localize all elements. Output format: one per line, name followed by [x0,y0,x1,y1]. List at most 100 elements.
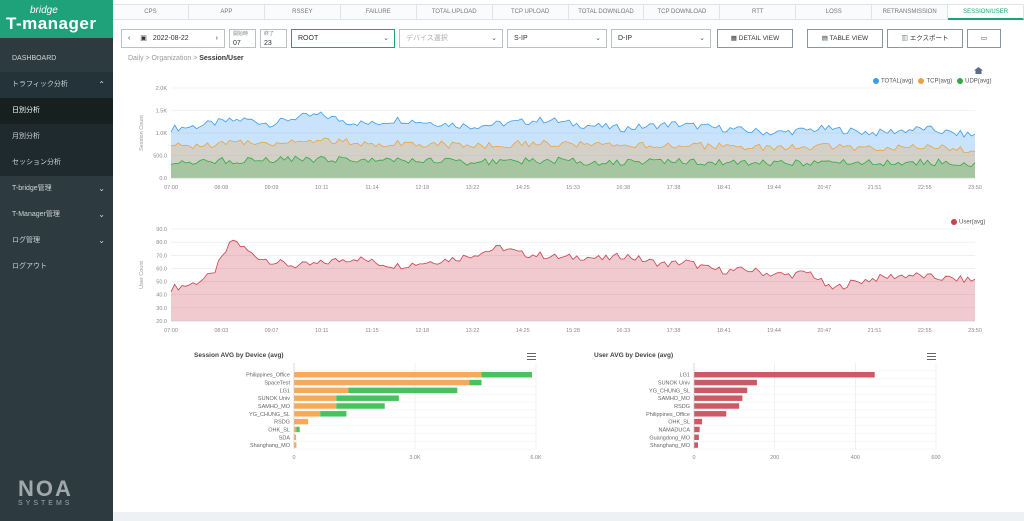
tab-loss[interactable]: LOSS [796,4,873,20]
sidebar-item-logout[interactable]: ログアウト [0,254,113,280]
data-point [665,264,666,265]
sidebar-item-session[interactable]: セッション分析 [0,150,113,176]
app-logo[interactable]: bridge T-manager [0,0,113,38]
bar[interactable] [694,411,727,417]
data-point [497,144,498,145]
bar[interactable] [294,426,297,433]
bar[interactable] [694,371,875,378]
table-view-button[interactable]: ▤ TABLE VIEW [807,29,883,48]
device-select[interactable]: デバイス選択 ⌄ [399,29,503,48]
bar[interactable] [694,442,699,448]
sidebar-item-monthly[interactable]: 月別分析 [0,124,113,150]
data-point [748,130,749,131]
series-line[interactable] [170,155,976,167]
next-date-icon[interactable]: › [215,35,218,42]
src-ip-select[interactable]: S-IP ⌄ [507,29,607,48]
series-line[interactable] [170,137,976,153]
bar[interactable] [694,403,740,409]
main-content: CPS APP RSSEY FAILURE TOTAL UPLOAD TCP U… [113,0,1024,521]
prev-date-icon[interactable]: ‹ [128,35,131,42]
tab-total-upload[interactable]: TOTAL UPLOAD [416,4,493,20]
org-select[interactable]: ROOT ⌄ [291,29,395,48]
session-chart-legend: TOTAL(avg) TCP(avg) UDP(avg) [873,78,991,85]
chart-menu-icon[interactable] [927,353,936,360]
export-button[interactable]: ▥ エクスポート [887,29,963,48]
date-picker[interactable]: ‹ ▣ 2022-08-22 › [121,29,225,48]
x-tick-label: 21:51 [868,328,882,334]
data-point [673,161,674,162]
chart-menu-icon[interactable] [527,353,536,360]
data-point [648,145,649,146]
bar[interactable] [694,418,703,425]
bar[interactable] [481,371,532,378]
tab-session-user[interactable]: SESSION/USER [948,4,1024,20]
category-label: Shanghang_MO [650,443,691,449]
bar[interactable] [694,426,700,433]
tab-failure[interactable]: FAILURE [340,4,417,20]
breadcrumb-item[interactable]: Organization [151,55,192,62]
bar[interactable] [294,371,482,378]
breadcrumb-item[interactable]: Daily [128,55,144,62]
bar[interactable] [336,395,399,401]
data-point [321,139,322,140]
sidebar-item-tmanager[interactable]: T-Manager管理 ⌄ [0,202,113,228]
data-point [623,128,624,129]
bar[interactable] [694,387,748,394]
bar[interactable] [294,395,337,401]
tab-retransmission[interactable]: RETRANSMISSION [872,4,949,20]
sidebar-item-dashboard[interactable]: DASHBOARD [0,46,113,72]
tab-rssey[interactable]: RSSEY [264,4,341,20]
bar[interactable] [336,403,385,409]
bar[interactable] [296,426,300,433]
sidebar-item-log[interactable]: ログ管理 ⌄ [0,228,113,254]
tab-cps[interactable]: CPS [113,4,189,20]
fullscreen-button[interactable]: ▭ [967,29,1001,48]
bar[interactable] [320,411,347,417]
bar[interactable] [294,403,337,409]
x-tick-label: 0 [292,455,295,461]
data-point [849,147,850,148]
end-hour-field[interactable]: 終了 23 [260,29,287,48]
bar[interactable] [348,387,458,394]
home-icon[interactable] [974,67,983,74]
x-tick-label: 10:11 [315,328,328,334]
legend-item[interactable]: UDP(avg) [957,78,991,85]
data-point [598,161,599,162]
start-hour-field[interactable]: 開始時 07 [229,29,256,48]
tab-tcp-upload[interactable]: TCP UPLOAD [492,4,569,20]
legend-item[interactable]: TCP(avg) [918,78,952,85]
data-point [773,132,774,133]
data-point [824,146,825,147]
legend-item[interactable]: User(avg) [951,219,985,226]
bar[interactable] [294,434,297,441]
category-label: YG_CHUNG_SL [249,412,290,418]
tab-tcp-download[interactable]: TCP DOWNLOAD [644,4,721,20]
bar[interactable] [694,395,743,401]
sidebar: bridge T-manager DASHBOARD トラフィック分析 ⌃ 日別分… [0,0,113,521]
sidebar-item-daily[interactable]: 日別分析 [0,98,113,124]
user-chart-legend: User(avg) [951,219,985,226]
tab-total-download[interactable]: TOTAL DOWNLOAD [568,4,645,20]
bar[interactable] [694,379,757,386]
bar[interactable] [469,379,482,386]
tab-app[interactable]: APP [188,4,265,20]
bar[interactable] [294,379,470,386]
sidebar-item-tbridge[interactable]: T-bridge管理 ⌄ [0,176,113,202]
bar[interactable] [294,411,321,417]
detail-view-button[interactable]: ▦ DETAIL VIEW [717,29,793,48]
bar[interactable] [294,387,349,394]
y-tick-label: 2.0K [156,86,168,92]
src-ip-value: S-IP [514,35,528,42]
series-line[interactable] [170,111,976,138]
legend-item[interactable]: TOTAL(avg) [873,78,913,85]
bar[interactable] [694,434,699,441]
tab-rtt[interactable]: RTT [720,4,797,20]
bar[interactable] [294,442,297,448]
sidebar-item-traffic-analysis[interactable]: トラフィック分析 ⌃ [0,72,113,98]
series-line[interactable] [170,239,976,292]
data-point [924,145,925,146]
bar[interactable] [294,418,309,425]
x-tick-label: 11:14 [365,185,378,191]
dst-ip-select[interactable]: D-IP ⌄ [611,29,711,48]
data-point [271,123,272,124]
